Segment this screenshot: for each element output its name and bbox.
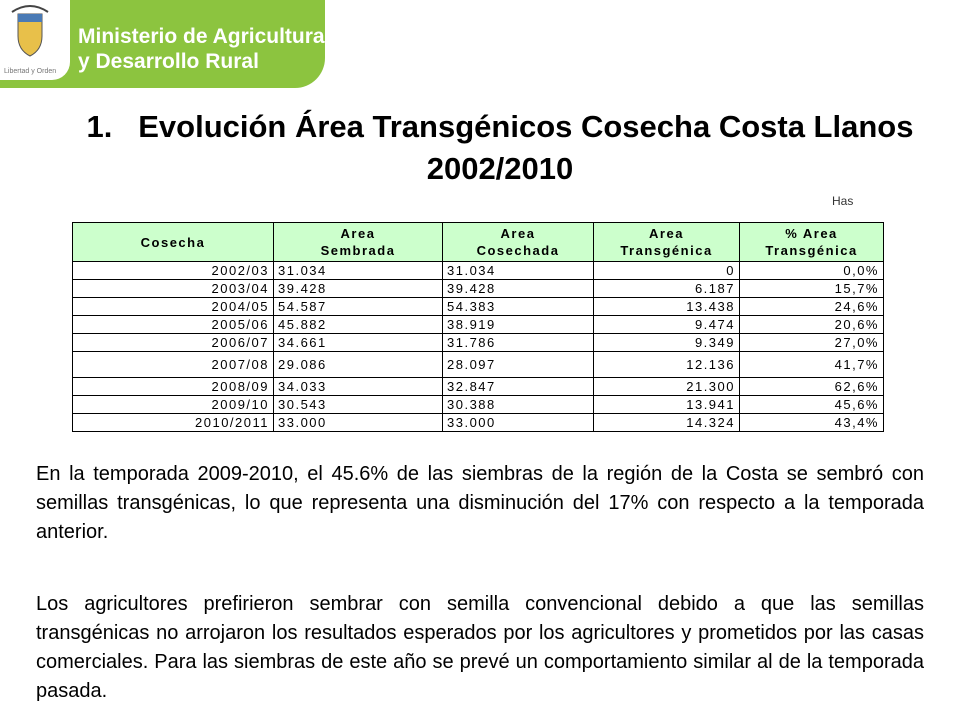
table-cell: 2005/06 xyxy=(72,315,274,334)
header-line: Cosecha xyxy=(140,234,206,250)
table-cell: 0 xyxy=(593,261,740,280)
table-cell: 43,4% xyxy=(739,413,884,432)
header-line: Area xyxy=(500,226,536,241)
header-line: Transgénica xyxy=(765,243,858,258)
header-line: Sembrada xyxy=(320,243,396,258)
data-table: Cosecha Area Sembrada Area Cosechada Area Tran… xyxy=(72,222,884,432)
shield-icon xyxy=(11,5,49,57)
table-row: 2004/05 54.587 54.383 13.438 24,6% xyxy=(72,297,884,316)
table-cell: 14.324 xyxy=(593,413,740,432)
header-line: % Area xyxy=(785,226,838,241)
table-cell: 2006/07 xyxy=(72,333,274,352)
table-cell: 31.034 xyxy=(273,261,443,280)
table-cell: 39.428 xyxy=(442,279,594,298)
table-row: 2003/04 39.428 39.428 6.187 15,7% xyxy=(72,279,884,298)
table-cell: 29.086 xyxy=(273,351,443,378)
table-cell: 24,6% xyxy=(739,297,884,316)
table-cell: 45.882 xyxy=(273,315,443,334)
table-cell: 31.034 xyxy=(442,261,594,280)
table-cell: 34.661 xyxy=(273,333,443,352)
header-line: Area xyxy=(340,226,376,241)
header-row: Cosecha Area Sembrada Area Cosechada Area Tran… xyxy=(72,222,884,262)
header-line: Cosechada xyxy=(476,243,560,258)
table-cell: 2004/05 xyxy=(72,297,274,316)
header-cell: Area Sembrada xyxy=(273,222,443,262)
org-line: Ministerio de Agricultura xyxy=(78,25,325,48)
table-cell: 39.428 xyxy=(273,279,443,298)
header-cell: Area Transgénica xyxy=(593,222,740,262)
table-cell: 12.136 xyxy=(593,351,740,378)
table-cell: 28.097 xyxy=(442,351,594,378)
table-row: 2002/03 31.034 31.034 0 0,0% xyxy=(72,261,884,280)
table-cell: 30.543 xyxy=(273,395,443,414)
table-cell: 21.300 xyxy=(593,377,740,396)
table-row: 2010/2011 33.000 33.000 14.324 43,4% xyxy=(72,413,884,432)
title-number: 1. xyxy=(86,109,113,144)
table-cell: 20,6% xyxy=(739,315,884,334)
logo xyxy=(0,0,70,80)
table-cell: 33.000 xyxy=(273,413,443,432)
header-line: Transgénica xyxy=(620,243,713,258)
header-cell: Area Cosechada xyxy=(442,222,594,262)
table-cell: 54.383 xyxy=(442,297,594,316)
table-cell: 2002/03 xyxy=(72,261,274,280)
table-cell: 2007/08 xyxy=(72,351,274,378)
organization: Ministerio de Agricultura y Desarrollo R… xyxy=(78,24,325,74)
header-cell: Cosecha xyxy=(72,222,274,262)
header-cell: % Area Transgénica xyxy=(739,222,884,262)
table-cell: 62,6% xyxy=(739,377,884,396)
table-row: 2007/08 29.086 28.097 12.136 41,7% xyxy=(72,351,884,378)
motto: Libertad y Orden xyxy=(4,68,57,75)
title: 1. Evolución Área Transgénicos Cosecha C… xyxy=(60,106,940,190)
table-cell: 31.786 xyxy=(442,333,594,352)
table-cell: 15,7% xyxy=(739,279,884,298)
table-cell: 32.847 xyxy=(442,377,594,396)
table-cell: 34.033 xyxy=(273,377,443,396)
table-cell: 13.438 xyxy=(593,297,740,316)
table-cell: 38.919 xyxy=(442,315,594,334)
table-cell: 54.587 xyxy=(273,297,443,316)
table-row: 2005/06 45.882 38.919 9.474 20,6% xyxy=(72,315,884,334)
table-cell: 33.000 xyxy=(442,413,594,432)
unit: Has xyxy=(832,194,854,208)
table-cell: 9.474 xyxy=(593,315,740,334)
table-cell: 45,6% xyxy=(739,395,884,414)
table-cell: 41,7% xyxy=(739,351,884,378)
table-row: 2009/10 30.543 30.388 13.941 45,6% xyxy=(72,395,884,414)
table-cell: 2010/2011 xyxy=(72,413,274,432)
table-row: 2006/07 34.661 31.786 9.349 27,0% xyxy=(72,333,884,352)
table-cell: 30.388 xyxy=(442,395,594,414)
header-line: Area xyxy=(649,226,684,241)
title-text: Evolución Área Transgénicos Cosecha Cost… xyxy=(138,109,914,186)
table-cell: 2009/10 xyxy=(72,395,274,414)
org-line: y Desarrollo Rural xyxy=(78,50,259,73)
table-cell: 9.349 xyxy=(593,333,740,352)
paragraph: En la temporada 2009-2010, el 45.6% de l… xyxy=(36,463,924,543)
table-row: 2008/09 34.033 32.847 21.300 62,6% xyxy=(72,377,884,396)
table-cell: 13.941 xyxy=(593,395,740,414)
table-cell: 2003/04 xyxy=(72,279,274,298)
table-cell: 0,0% xyxy=(739,261,884,280)
table-cell: 2008/09 xyxy=(72,377,274,396)
table-cell: 6.187 xyxy=(593,279,740,298)
paragraph: Los agricultores prefirieron sembrar con… xyxy=(36,593,924,702)
table-cell: 27,0% xyxy=(739,333,884,352)
